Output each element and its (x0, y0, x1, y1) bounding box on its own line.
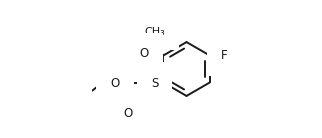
Text: CH₃: CH₃ (145, 27, 165, 37)
Text: O: O (139, 47, 148, 60)
Text: O: O (110, 77, 120, 90)
Text: F: F (221, 49, 228, 62)
Text: O: O (123, 107, 133, 120)
Text: S: S (151, 77, 158, 90)
